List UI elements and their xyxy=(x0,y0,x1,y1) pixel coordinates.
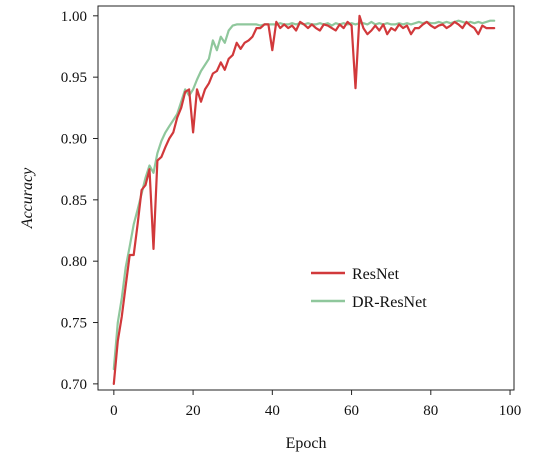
y-axis-label: Accuracy xyxy=(19,167,36,229)
y-tick-label: 0.80 xyxy=(61,254,87,270)
x-axis-label: Epoch xyxy=(286,435,327,452)
y-tick-label: 0.70 xyxy=(61,377,87,393)
x-axis-ticks: 0 20 40 60 80 100 xyxy=(110,390,521,419)
y-tick-label: 0.85 xyxy=(61,193,87,209)
legend-label-resnet: ResNet xyxy=(352,266,400,283)
legend: ResNet DR-ResNet xyxy=(311,266,427,311)
plot-frame xyxy=(97,5,515,391)
series-lines xyxy=(112,14,496,385)
y-tick-label: 1.00 xyxy=(61,9,87,25)
y-tick-label: 0.95 xyxy=(61,70,87,86)
y-axis-ticks: 0.70 0.75 0.80 0.85 0.90 0.95 1.00 xyxy=(61,9,98,393)
y-tick-label: 0.75 xyxy=(61,316,87,332)
x-tick-label: 20 xyxy=(186,403,201,419)
legend-label-dr-resnet: DR-ResNet xyxy=(352,294,427,311)
x-tick-label: 80 xyxy=(423,403,438,419)
x-tick-label: 40 xyxy=(265,403,280,419)
series-line-dr-resnet xyxy=(112,19,496,371)
x-tick-label: 0 xyxy=(110,403,118,419)
series-line-resnet xyxy=(112,14,496,385)
y-tick-label: 0.90 xyxy=(61,131,87,147)
x-tick-label: 60 xyxy=(344,403,359,419)
x-tick-label: 100 xyxy=(499,403,522,419)
